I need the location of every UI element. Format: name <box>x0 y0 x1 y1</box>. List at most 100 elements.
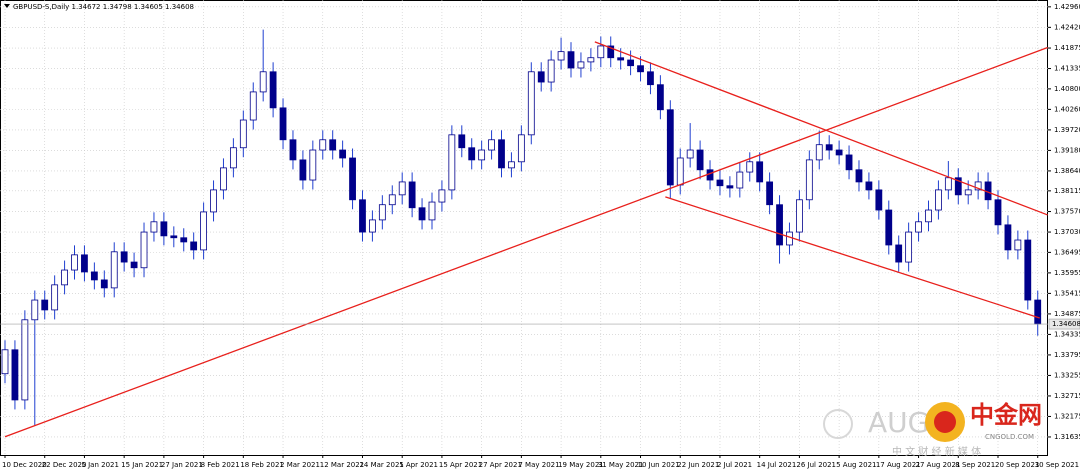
candle-body <box>925 209 932 223</box>
x-tick-label: 8 Feb 2021 <box>201 461 240 469</box>
candle-body <box>815 144 823 161</box>
y-tick-label: 1.37570 <box>1054 208 1080 216</box>
candle-body <box>617 57 625 61</box>
candle-body <box>766 181 774 206</box>
candle-body <box>41 299 49 311</box>
candle-body <box>378 204 386 221</box>
x-tick-label: 27 Jan 2021 <box>161 461 203 469</box>
y-tick-label: 1.36495 <box>1054 248 1080 256</box>
watermark-slogan: 中 文 财 经 新 媒 体 <box>892 445 981 458</box>
candle-body <box>726 185 734 189</box>
x-tick-label: 5 Jan 2021 <box>81 461 119 469</box>
candle-body <box>1014 239 1022 251</box>
candle-body <box>51 284 59 311</box>
candle-body <box>259 71 267 93</box>
candle-body <box>944 177 952 191</box>
candle-body <box>369 219 376 233</box>
watermark-brand: AUG <box>868 406 929 439</box>
candle-body <box>428 201 436 221</box>
candle-body <box>796 199 803 233</box>
y-tick-label: 1.37030 <box>1054 228 1080 236</box>
candle-body <box>200 211 208 251</box>
candle-body <box>627 59 634 67</box>
candle-body <box>776 204 783 246</box>
candle-body <box>418 207 426 221</box>
candle-body <box>656 84 664 111</box>
y-tick-label: 1.38115 <box>1054 187 1080 195</box>
watermark-domain: CNGOLD.COM <box>985 433 1034 441</box>
x-tick-label: 7 May 2021 <box>518 461 559 469</box>
candle-body <box>31 299 39 321</box>
x-tick-label: 24 Mar 2021 <box>359 461 403 469</box>
watermark-site: 中金网 <box>970 401 1042 429</box>
candle-body <box>1 349 9 375</box>
x-tick-label: 10 Jun 2021 <box>638 461 680 469</box>
candle-body <box>865 181 873 191</box>
y-tick-label: 1.35955 <box>1054 269 1080 277</box>
candle-body <box>458 134 466 149</box>
candle-body <box>954 177 962 196</box>
y-tick-label: 1.34335 <box>1054 330 1080 338</box>
y-tick-label: 1.39180 <box>1054 146 1080 154</box>
candle-body <box>577 61 585 69</box>
y-tick-label: 1.35415 <box>1054 289 1080 297</box>
x-tick-label: 30 Sep 2021 <box>1035 461 1079 469</box>
candle-body <box>756 161 764 183</box>
candle-body <box>239 119 247 149</box>
x-tick-label: 31 May 2021 <box>598 461 644 469</box>
candle-body <box>905 231 913 263</box>
watermark-icon <box>823 409 853 439</box>
candle-body <box>637 65 644 73</box>
candle-body <box>488 139 495 151</box>
y-tick-label: 1.42960 <box>1054 3 1080 11</box>
candle-body <box>547 59 555 83</box>
candle-body <box>508 161 515 169</box>
candle-body <box>786 231 793 246</box>
candle-body <box>805 159 813 201</box>
x-tick-label: 27 Aug 2021 <box>916 461 961 469</box>
last-price-label: 1.34608 <box>1052 320 1080 328</box>
x-tick-label: 5 Aug 2021 <box>836 461 876 469</box>
x-tick-label: 19 May 2021 <box>558 461 604 469</box>
candle-body <box>1034 299 1042 325</box>
y-tick-label: 1.31635 <box>1054 433 1080 441</box>
y-tick-label: 1.33255 <box>1054 371 1080 379</box>
x-tick-label: 14 Jul 2021 <box>757 461 797 469</box>
candle-body <box>478 149 486 161</box>
candle-body <box>647 71 654 86</box>
candle-body <box>448 134 456 191</box>
candle-body <box>398 181 406 196</box>
plot-frame <box>0 0 1048 456</box>
candle-body <box>666 109 674 186</box>
y-tick-label: 1.34875 <box>1054 310 1080 318</box>
candle-body <box>1004 224 1012 251</box>
candle-body <box>90 271 98 281</box>
y-tick-label: 1.41875 <box>1054 44 1080 52</box>
x-tick-label: 2 Mar 2021 <box>280 461 320 469</box>
candle-body <box>736 171 744 189</box>
candle-body <box>150 221 158 233</box>
x-tick-label: 15 Apr 2021 <box>439 461 482 469</box>
candle-body <box>170 235 178 239</box>
y-tick-label: 1.41335 <box>1054 65 1080 73</box>
candle-body <box>408 181 416 209</box>
candle-body <box>319 139 327 151</box>
candle-body <box>567 51 575 69</box>
y-tick-label: 1.38640 <box>1054 167 1080 175</box>
candle-body <box>676 157 684 186</box>
candle-body <box>349 157 356 201</box>
candle-body <box>895 244 903 263</box>
candle-body <box>21 319 29 401</box>
y-tick-label: 1.32715 <box>1054 392 1080 400</box>
y-tick-label: 1.42420 <box>1054 23 1080 31</box>
candle-body <box>974 181 982 191</box>
y-tick-label: 1.33795 <box>1054 351 1080 359</box>
candle-body <box>140 231 148 269</box>
watermark-logo-inner <box>934 411 956 433</box>
last-price-box <box>1048 318 1080 330</box>
candle-body <box>517 134 525 163</box>
candle-body <box>557 51 565 61</box>
title-arrow <box>4 4 10 8</box>
candle-body <box>279 107 287 141</box>
x-tick-label: 20 Sep 2021 <box>995 461 1039 469</box>
